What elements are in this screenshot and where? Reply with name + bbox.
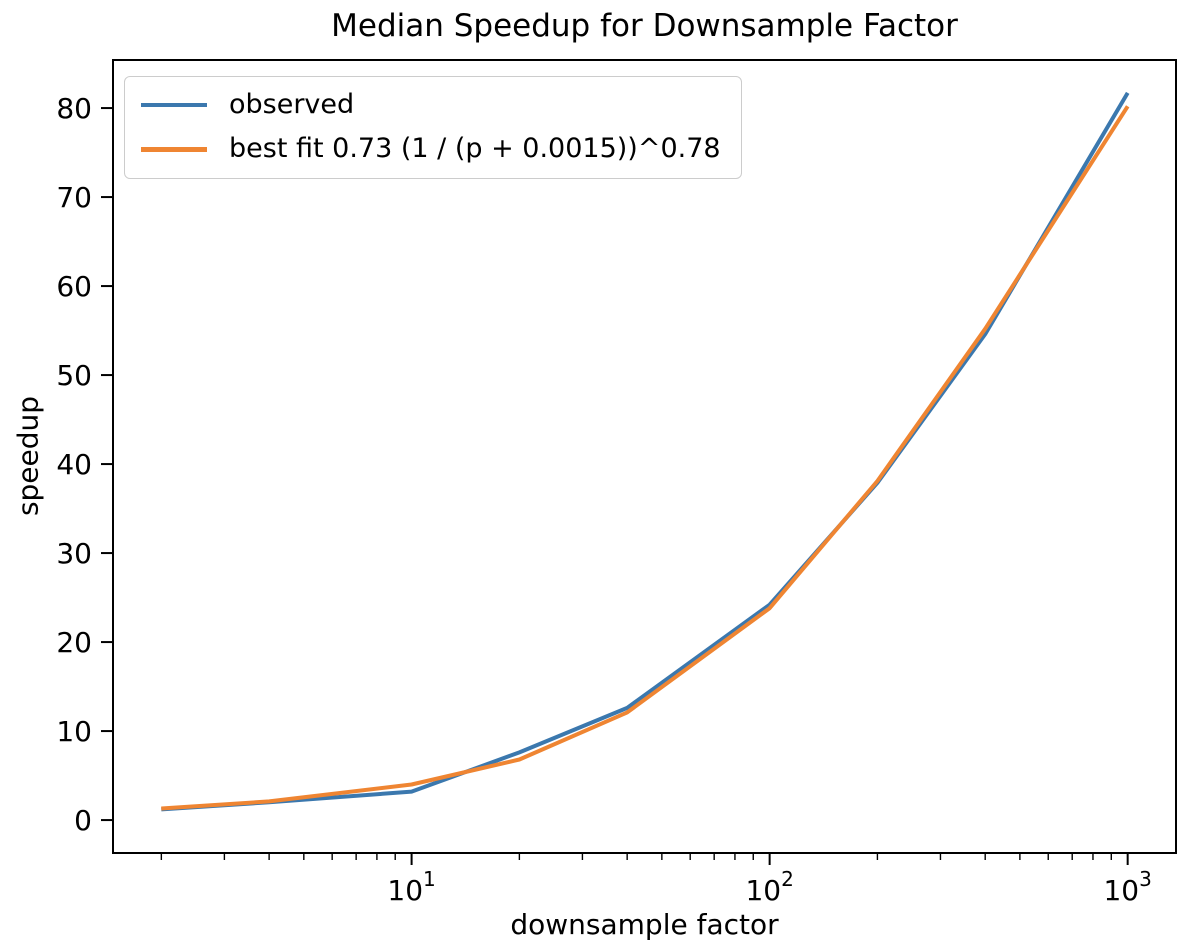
series-line-observed <box>161 91 1130 812</box>
y-axis-ticks: 0 10 20 30 40 50 60 70 80 <box>56 92 113 837</box>
legend-label-best-fit: best fit 0.73 (1 / (p + 0.0015))^0.78 <box>229 133 721 165</box>
x-tick-label: 102 <box>745 867 793 907</box>
y-tick-label: 80 <box>56 92 92 125</box>
y-tick-label: 60 <box>56 270 92 303</box>
x-tick-label: 101 <box>387 867 435 907</box>
legend-entry-best-fit: best fit 0.73 (1 / (p + 0.0015))^0.78 <box>141 133 721 165</box>
x-axis-minor-ticks <box>160 853 1112 860</box>
y-tick-label: 20 <box>56 626 92 659</box>
y-tick-label: 30 <box>56 537 92 570</box>
legend-entry-observed: observed <box>141 89 721 121</box>
legend-label-observed: observed <box>229 89 355 120</box>
y-axis-label: speedup <box>11 395 45 517</box>
y-tick-label: 0 <box>74 804 92 837</box>
y-tick-label: 40 <box>56 448 92 481</box>
series-line-best-fit <box>161 105 1130 811</box>
chart-title: Median Speedup for Downsample Factor <box>331 8 958 44</box>
x-tick-label: 103 <box>1103 867 1151 907</box>
x-axis-label: downsample factor <box>510 908 779 941</box>
legend-line-sample-best-fit <box>141 147 207 152</box>
y-tick-label: 10 <box>56 715 92 748</box>
x-axis-ticks: 101 102 103 <box>387 853 1152 907</box>
y-tick-label: 70 <box>56 181 92 214</box>
legend-line-sample-observed <box>141 102 207 108</box>
plot-frame <box>112 59 1177 854</box>
legend: observed best fit 0.73 (1 / (p + 0.0015)… <box>124 76 742 179</box>
y-tick-label: 50 <box>56 359 92 392</box>
